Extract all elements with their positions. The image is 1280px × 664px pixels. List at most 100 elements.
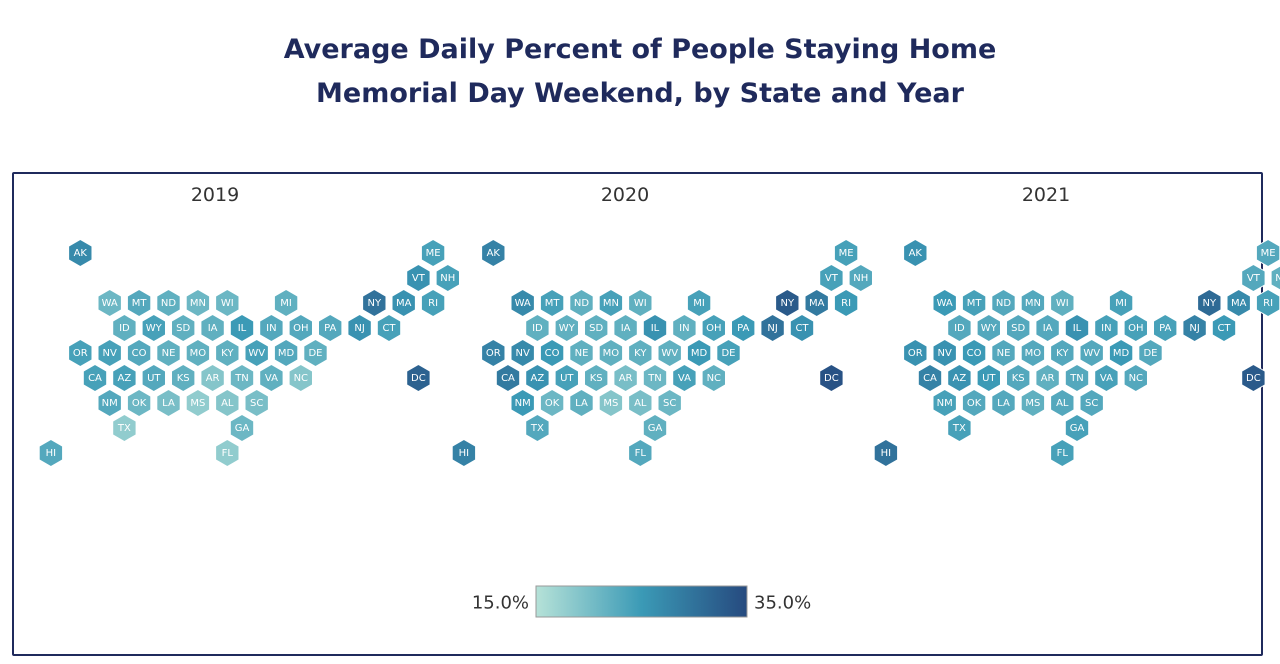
state-tile-vt-2019[interactable]: VT [406,263,431,293]
state-tile-hi-2020[interactable]: HI [451,438,477,468]
state-tile-me-2019[interactable]: ME [420,238,446,268]
state-tile-md-2021[interactable]: MD [1108,338,1134,368]
state-tile-wa-2021[interactable]: WA [932,288,957,318]
state-tile-nd-2019[interactable]: ND [156,288,181,318]
state-tile-fl-2020[interactable]: FL [628,438,653,468]
state-tile-ok-2021[interactable]: OK [961,388,987,418]
state-tile-tn-2019[interactable]: TN [229,363,255,393]
state-tile-wa-2019[interactable]: WA [97,288,122,318]
state-tile-ar-2019[interactable]: AR [200,363,225,393]
state-tile-ny-2019[interactable]: NY [362,288,387,318]
state-tile-mi-2020[interactable]: MI [686,288,712,318]
state-tile-sd-2019[interactable]: SD [171,313,196,343]
state-tile-wi-2020[interactable]: WI [628,288,653,318]
state-tile-ne-2019[interactable]: NE [156,338,181,368]
state-tile-ne-2021[interactable]: NE [991,338,1016,368]
state-tile-ga-2019[interactable]: GA [229,413,255,443]
state-tile-sc-2021[interactable]: SC [1079,388,1104,418]
state-tile-in-2020[interactable]: IN [672,313,697,343]
state-tile-az-2020[interactable]: AZ [525,363,550,393]
state-tile-me-2020[interactable]: ME [833,238,859,268]
state-tile-mi-2021[interactable]: MI [1108,288,1134,318]
state-tile-id-2021[interactable]: ID [947,313,972,343]
state-tile-ms-2019[interactable]: MS [185,388,211,418]
state-tile-pa-2019[interactable]: PA [318,313,343,343]
state-tile-ca-2021[interactable]: CA [917,363,943,393]
state-tile-tn-2020[interactable]: TN [642,363,668,393]
state-tile-oh-2020[interactable]: OH [701,313,726,343]
state-tile-mi-2019[interactable]: MI [273,288,299,318]
state-tile-pa-2021[interactable]: PA [1153,313,1178,343]
state-tile-nj-2021[interactable]: NJ [1182,313,1207,343]
state-tile-nc-2020[interactable]: NC [701,363,726,393]
state-tile-md-2019[interactable]: MD [273,338,299,368]
state-tile-wv-2021[interactable]: WV [1079,338,1104,368]
state-tile-il-2019[interactable]: IL [229,313,255,343]
state-tile-ia-2021[interactable]: IA [1035,313,1060,343]
state-tile-ar-2020[interactable]: AR [613,363,638,393]
state-tile-il-2020[interactable]: IL [642,313,668,343]
state-tile-sd-2021[interactable]: SD [1006,313,1031,343]
state-tile-fl-2021[interactable]: FL [1050,438,1075,468]
state-tile-va-2019[interactable]: VA [259,363,284,393]
state-tile-nh-2021[interactable]: NH [1270,265,1280,292]
state-tile-al-2020[interactable]: AL [628,388,653,418]
state-tile-ut-2021[interactable]: UT [976,363,1001,393]
state-tile-sc-2019[interactable]: SC [244,388,269,418]
state-tile-nv-2021[interactable]: NV [932,338,957,368]
state-tile-id-2019[interactable]: ID [112,313,137,343]
state-tile-nj-2019[interactable]: NJ [347,313,372,343]
state-tile-la-2019[interactable]: LA [156,388,181,418]
state-tile-nv-2019[interactable]: NV [97,338,122,368]
state-tile-ct-2020[interactable]: CT [789,313,815,343]
state-tile-ny-2020[interactable]: NY [775,288,800,318]
state-tile-mn-2021[interactable]: MN [1020,288,1046,318]
state-tile-ny-2021[interactable]: NY [1197,288,1222,318]
state-tile-nc-2021[interactable]: NC [1123,363,1148,393]
state-tile-vt-2021[interactable]: VT [1241,263,1266,293]
state-tile-me-2021[interactable]: ME [1255,238,1280,268]
state-tile-mt-2019[interactable]: MT [126,288,152,318]
state-tile-oh-2019[interactable]: OH [288,313,313,343]
state-tile-mt-2020[interactable]: MT [539,288,565,318]
state-tile-ma-2021[interactable]: MA [1226,288,1251,318]
state-tile-or-2021[interactable]: OR [903,338,928,368]
state-tile-hi-2019[interactable]: HI [38,438,64,468]
state-tile-dc-2019[interactable]: DC [406,363,431,393]
state-tile-co-2019[interactable]: CO [126,338,152,368]
state-tile-ri-2019[interactable]: RI [420,288,446,318]
state-tile-md-2020[interactable]: MD [686,338,712,368]
state-tile-or-2020[interactable]: OR [481,338,506,368]
state-tile-ia-2019[interactable]: IA [200,313,225,343]
state-tile-tx-2020[interactable]: TX [525,413,550,443]
state-tile-ga-2021[interactable]: GA [1064,413,1090,443]
state-tile-oh-2021[interactable]: OH [1123,313,1148,343]
state-tile-in-2021[interactable]: IN [1094,313,1119,343]
state-tile-wi-2021[interactable]: WI [1050,288,1075,318]
state-tile-ia-2020[interactable]: IA [613,313,638,343]
state-tile-al-2021[interactable]: AL [1050,388,1075,418]
state-tile-ms-2021[interactable]: MS [1020,388,1046,418]
state-tile-de-2021[interactable]: DE [1138,338,1163,368]
state-tile-ut-2020[interactable]: UT [554,363,579,393]
state-tile-wa-2020[interactable]: WA [510,288,535,318]
state-tile-la-2020[interactable]: LA [569,388,594,418]
state-tile-tn-2021[interactable]: TN [1064,363,1090,393]
state-tile-in-2019[interactable]: IN [259,313,284,343]
state-tile-tx-2019[interactable]: TX [112,413,137,443]
state-tile-ut-2019[interactable]: UT [141,363,166,393]
state-tile-nd-2020[interactable]: ND [569,288,594,318]
state-tile-tx-2021[interactable]: TX [947,413,972,443]
state-tile-ky-2020[interactable]: KY [628,338,653,368]
state-tile-ak-2020[interactable]: AK [481,238,506,268]
state-tile-az-2019[interactable]: AZ [112,363,137,393]
state-tile-il-2021[interactable]: IL [1064,313,1090,343]
state-tile-dc-2021[interactable]: DC [1241,363,1266,393]
state-tile-nv-2020[interactable]: NV [510,338,535,368]
state-tile-nm-2021[interactable]: NM [932,388,957,418]
state-tile-ky-2021[interactable]: KY [1050,338,1075,368]
state-tile-hi-2021[interactable]: HI [873,438,899,468]
state-tile-ms-2020[interactable]: MS [598,388,624,418]
state-tile-ct-2021[interactable]: CT [1211,313,1237,343]
state-tile-nm-2020[interactable]: NM [510,388,535,418]
